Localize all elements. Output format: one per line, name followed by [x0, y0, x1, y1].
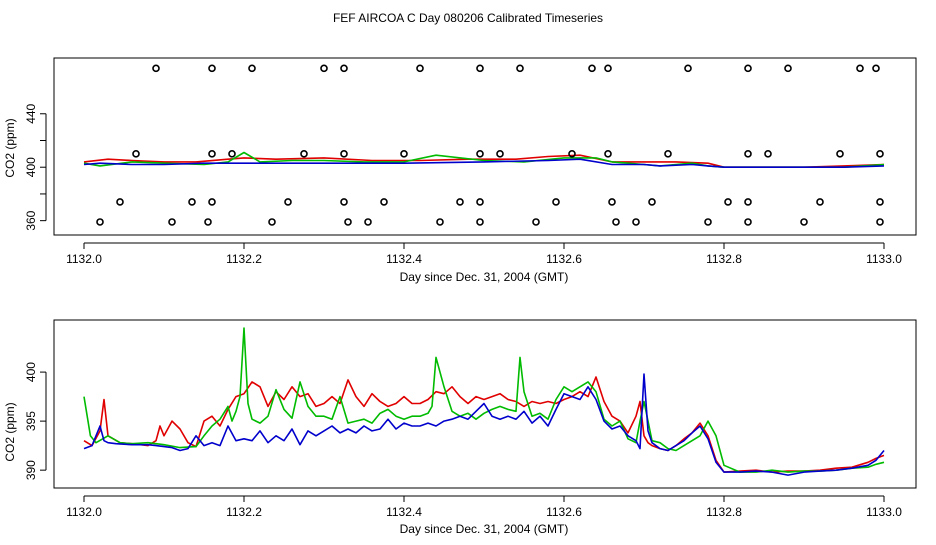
- top-marker-point: [152, 64, 160, 73]
- top-marker-point: [416, 64, 424, 73]
- top-ylabel: CO2 (ppm): [3, 118, 17, 177]
- top-y-tick-label: 440: [24, 103, 38, 123]
- top-marker-point: [300, 150, 308, 158]
- top-series-group: [83, 151, 885, 168]
- top-marker-point: [836, 150, 844, 158]
- top-marker-point: [632, 218, 640, 226]
- top-marker-point: [744, 198, 752, 206]
- top-y-tick-label: 400: [24, 157, 38, 177]
- top-x-tick-label: 1132.2: [226, 252, 262, 266]
- top-marker-point: [724, 198, 732, 206]
- top-marker-point: [604, 150, 612, 158]
- top-x-tick-label: 1132.0: [66, 252, 102, 266]
- top-x-tick-label: 1132.8: [706, 252, 742, 266]
- top-marker-point: [168, 218, 176, 226]
- bottom-x-tick-label: 1132.0: [66, 505, 102, 519]
- top-y-tick-label: 360: [24, 210, 38, 230]
- top-marker-point: [228, 150, 236, 158]
- top-axes: 1132.0 1132.2 1132.4 1132.6 1132.8 1133.0 360 4…: [24, 103, 902, 266]
- bottom-y-tick-label: 390: [24, 460, 38, 480]
- bottom-plot-frame: [53, 319, 917, 489]
- bottom-series-red: [83, 376, 885, 473]
- bottom-panel: CO2 (ppm) Day since Dec. 31, 2004 (GMT) …: [3, 319, 917, 536]
- top-marker-point: [816, 198, 824, 206]
- top-marker-point: [648, 198, 656, 206]
- top-marker-point: [872, 64, 880, 73]
- top-marker-point: [608, 198, 616, 206]
- top-marker-point: [604, 64, 612, 73]
- top-marker-point: [456, 198, 464, 206]
- top-marker-point: [764, 150, 772, 158]
- top-marker-point: [800, 218, 808, 226]
- top-marker-point: [496, 150, 504, 158]
- page-title: FEF AIRCOA C Day 080206 Calibrated Times…: [333, 11, 603, 25]
- top-marker-point: [568, 150, 576, 158]
- top-marker-point: [476, 150, 484, 158]
- top-marker-point: [684, 64, 692, 73]
- bottom-x-tick-label: 1132.6: [546, 505, 582, 519]
- top-marker-point: [116, 198, 124, 206]
- top-marker-point: [876, 218, 884, 226]
- top-x-tick-label: 1132.4: [386, 252, 422, 266]
- top-markers-group: [96, 64, 884, 226]
- top-marker-point: [664, 150, 672, 158]
- top-marker-point: [876, 198, 884, 206]
- top-marker-point: [516, 64, 524, 73]
- top-panel: CO2 (ppm) Day since Dec. 31, 2004 (GMT) …: [3, 57, 917, 284]
- top-marker-point: [532, 218, 540, 226]
- bottom-series-group: [83, 327, 885, 476]
- top-marker-point: [552, 198, 560, 206]
- top-marker-point: [704, 218, 712, 226]
- top-x-tick-label: 1133.0: [866, 252, 902, 266]
- top-marker-point: [284, 198, 292, 206]
- top-marker-point: [268, 218, 276, 226]
- top-marker-point: [476, 64, 484, 73]
- top-marker-point: [96, 218, 104, 226]
- bottom-y-tick-label: 395: [24, 411, 38, 431]
- top-marker-point: [436, 218, 444, 226]
- bottom-xlabel: Day since Dec. 31, 2004 (GMT): [400, 522, 569, 536]
- top-marker-point: [188, 198, 196, 206]
- top-marker-point: [132, 150, 140, 158]
- top-marker-point: [476, 218, 484, 226]
- top-marker-point: [340, 198, 348, 206]
- top-marker-point: [344, 218, 352, 226]
- top-marker-point: [588, 64, 596, 73]
- top-x-tick-label: 1132.6: [546, 252, 582, 266]
- bottom-ylabel: CO2 (ppm): [3, 402, 17, 461]
- top-marker-point: [340, 150, 348, 158]
- top-marker-point: [744, 64, 752, 73]
- top-series-green: [83, 151, 885, 168]
- bottom-x-tick-label: 1132.2: [226, 505, 262, 519]
- top-marker-point: [208, 64, 216, 73]
- top-marker-point: [248, 64, 256, 73]
- bottom-x-tick-label: 1132.4: [386, 505, 422, 519]
- top-marker-point: [612, 218, 620, 226]
- top-marker-point: [208, 150, 216, 158]
- top-marker-point: [340, 64, 348, 73]
- top-marker-point: [204, 218, 212, 226]
- top-plot-frame: [53, 57, 917, 236]
- top-marker-point: [856, 64, 864, 73]
- top-xlabel: Day since Dec. 31, 2004 (GMT): [400, 270, 569, 284]
- top-marker-point: [876, 150, 884, 158]
- top-series-blue: [83, 158, 885, 168]
- bottom-x-tick-label: 1132.8: [706, 505, 742, 519]
- top-marker-point: [364, 218, 372, 226]
- top-marker-point: [744, 218, 752, 226]
- top-marker-point: [476, 198, 484, 206]
- top-marker-point: [744, 150, 752, 158]
- bottom-axes: 1132.0 1132.2 1132.4 1132.6 1132.8 1133.0 390 3…: [24, 362, 902, 519]
- top-marker-point: [784, 64, 792, 73]
- top-marker-point: [380, 198, 388, 206]
- bottom-x-tick-label: 1133.0: [866, 505, 902, 519]
- bottom-series-blue: [83, 373, 885, 476]
- top-marker-point: [320, 64, 328, 73]
- top-marker-point: [400, 150, 408, 158]
- bottom-y-tick-label: 400: [24, 362, 38, 382]
- top-marker-point: [208, 198, 216, 206]
